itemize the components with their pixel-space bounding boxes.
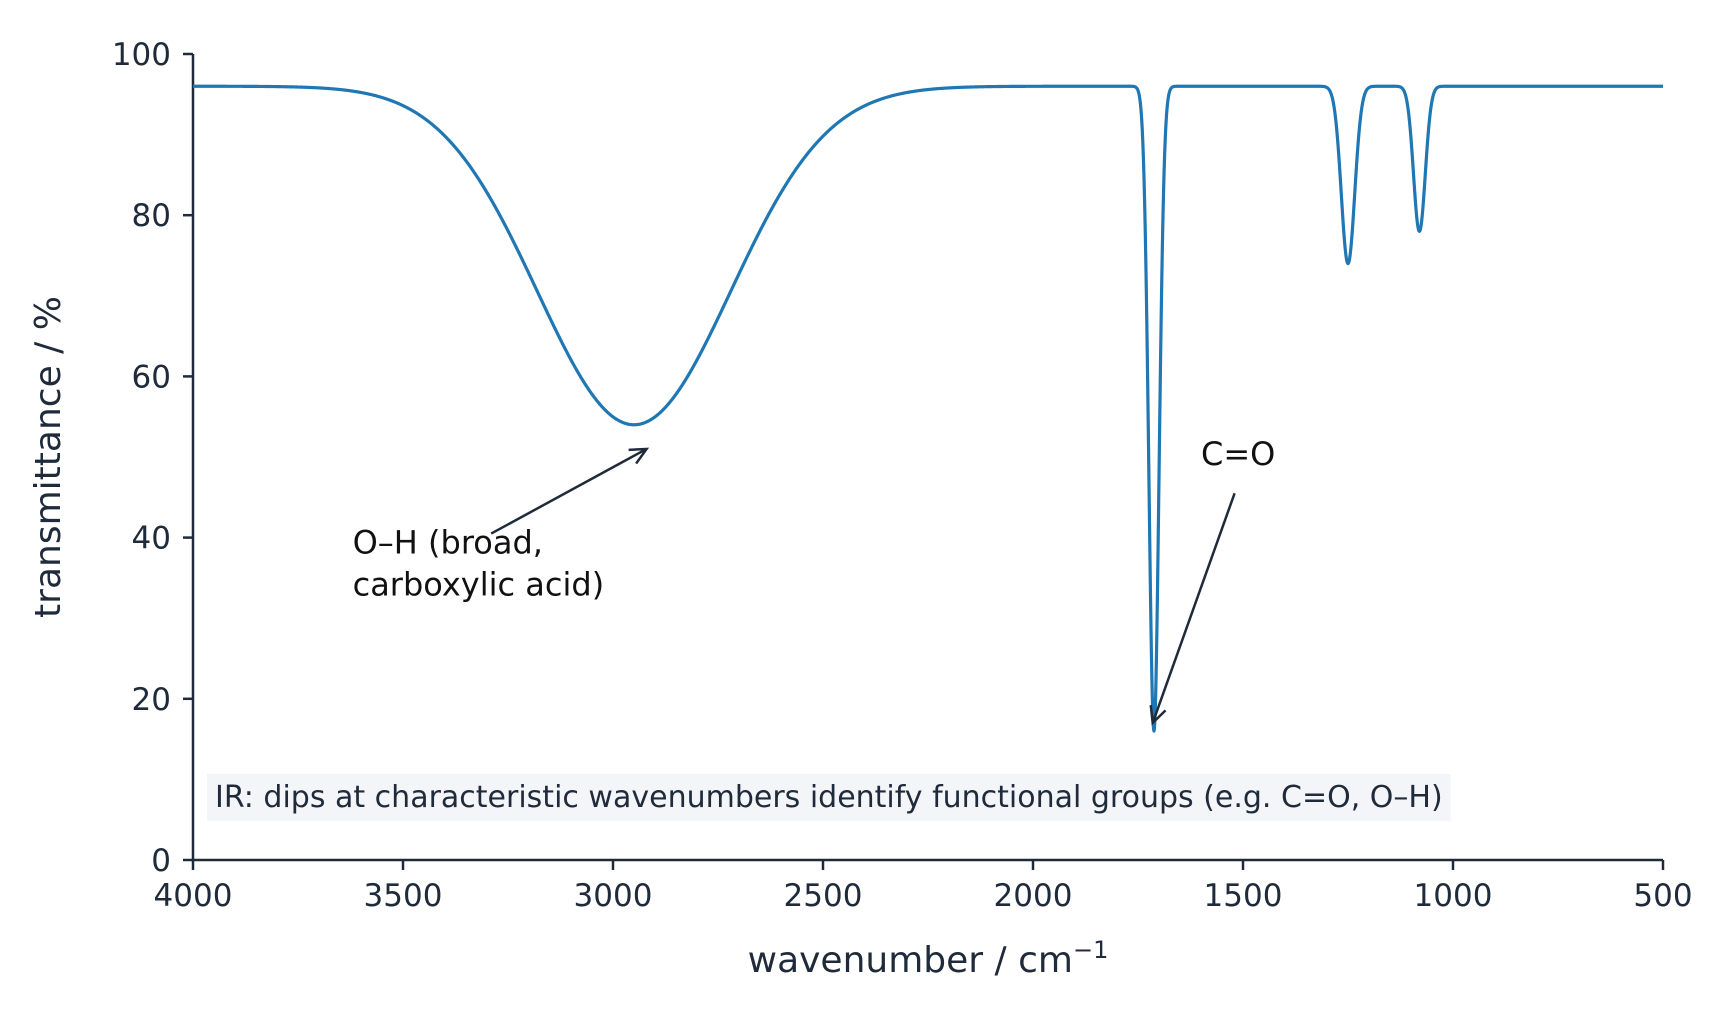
y-tick-label: 40: [132, 521, 171, 557]
y-axis-title: transmittance / %: [28, 296, 69, 618]
co-annotation-arrow-shaft: [1151, 492, 1236, 724]
x-tick-label: 3000: [574, 878, 653, 914]
y-tick-label: 60: [132, 359, 171, 395]
y-axis: 0 20 40 60 80 100: [112, 37, 195, 879]
annotations: O–H (broad, carboxylic acid) C=O: [353, 435, 1275, 726]
y-tick-label: 100: [112, 37, 171, 73]
x-tick-label: 2000: [994, 878, 1073, 914]
co-annotation-label: C=O: [1201, 435, 1275, 473]
note-text: IR: dips at characteristic wavenumbers i…: [215, 780, 1443, 815]
y-tick-label: 0: [151, 843, 171, 879]
x-axis-title-superscript: −1: [1073, 936, 1108, 964]
x-tick-label: 1500: [1204, 878, 1283, 914]
spectrum-line: [191, 84, 1665, 733]
oh-annotation-arrow-head: [628, 447, 650, 465]
y-tick-label: 80: [132, 198, 171, 234]
x-tick-label: 4000: [154, 878, 233, 914]
x-tick-label: 2500: [784, 878, 863, 914]
oh-annotation: O–H (broad, carboxylic acid): [353, 447, 650, 604]
x-axis-title-main: wavenumber / cm: [748, 940, 1073, 981]
x-tick-label: 3500: [364, 878, 443, 914]
x-axis: 4000 3500 3000 2500 2000 1500 1000 500: [154, 858, 1693, 914]
note-box: IR: dips at characteristic wavenumbers i…: [207, 774, 1451, 821]
note-background: [207, 774, 1451, 821]
x-tick-label: 500: [1633, 878, 1692, 914]
oh-annotation-label-line: carboxylic acid): [353, 566, 605, 604]
oh-annotation-label: O–H (broad, carboxylic acid): [353, 524, 605, 604]
x-tick-label: 1000: [1414, 878, 1493, 914]
oh-annotation-arrow-shaft: [490, 447, 648, 535]
co-annotation-label-line: C=O: [1201, 435, 1275, 473]
y-tick-label: 20: [132, 682, 171, 718]
oh-annotation-label-line: O–H (broad,: [353, 524, 543, 562]
co-annotation-arrow-head: [1149, 704, 1167, 726]
co-annotation: C=O: [1149, 435, 1275, 726]
x-axis-title: wavenumber / cm−1: [748, 936, 1109, 981]
